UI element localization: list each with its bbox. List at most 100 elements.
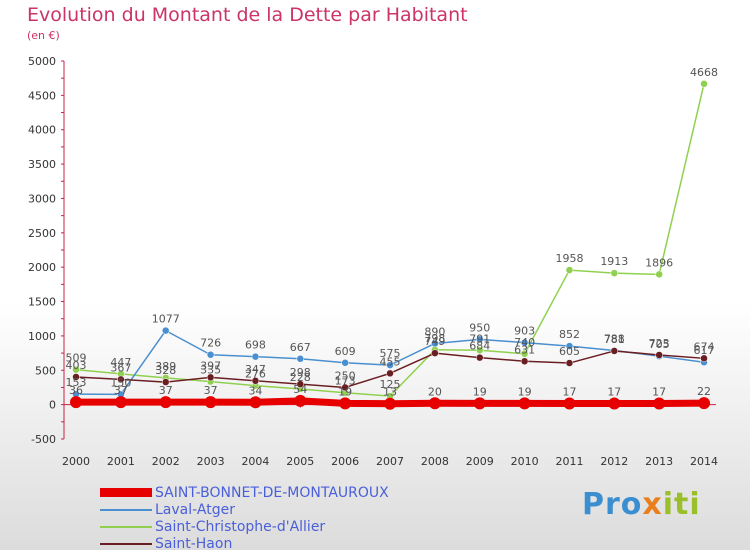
data-point <box>565 342 574 350</box>
data-label: 328 <box>155 364 176 377</box>
data-point <box>475 346 484 355</box>
data-label: 667 <box>290 341 311 354</box>
x-tick-label: 2000 <box>62 455 90 468</box>
data-point <box>386 361 394 369</box>
data-point <box>72 373 80 381</box>
data-label: 389 <box>155 360 176 373</box>
data-label: 250 <box>335 369 356 382</box>
data-point <box>386 369 394 378</box>
y-tick-label: 0 <box>49 399 56 412</box>
data-label: 22 <box>697 385 711 398</box>
line-chart: -500 0 500 1000 1500 2000 2500 3000 3500 4000 4500… <box>28 55 718 468</box>
chart-subtitle: (en €) <box>27 29 60 42</box>
data-label: 1913 <box>600 255 628 268</box>
data-label: 609 <box>335 345 356 358</box>
data-label: 684 <box>469 340 490 353</box>
data-label: 34 <box>248 384 262 397</box>
data-point <box>117 375 125 384</box>
data-point <box>431 339 439 348</box>
data-point <box>698 397 711 410</box>
x-tick-label: 2010 <box>511 455 539 468</box>
x-tick-label: 2014 <box>690 455 718 468</box>
x-tick-label: 2006 <box>331 455 359 468</box>
data-label: 54 <box>293 383 307 396</box>
data-label: 605 <box>559 345 580 358</box>
data-label: 791 <box>469 332 490 345</box>
data-label: 1896 <box>645 256 673 269</box>
data-point <box>520 338 529 347</box>
data-label: 726 <box>200 337 221 350</box>
data-label: 788 <box>604 332 625 345</box>
data-label: 631 <box>514 343 535 356</box>
x-tick-label: 2013 <box>645 455 673 468</box>
chart-title: Evolution du Montant de la Dette par Hab… <box>27 4 468 26</box>
data-point <box>114 396 127 409</box>
data-point <box>206 350 215 359</box>
legend-swatch <box>100 542 152 545</box>
data-point <box>655 351 663 359</box>
data-label: 36 <box>69 384 83 397</box>
data-point <box>206 373 215 382</box>
data-point <box>251 377 260 385</box>
data-label: 950 <box>469 321 490 334</box>
x-tick-label: 2007 <box>376 455 404 468</box>
data-label: 125 <box>380 378 401 391</box>
y-tick-label: 3500 <box>28 158 56 171</box>
data-point <box>384 397 397 410</box>
y-tick-label: -500 <box>31 433 56 446</box>
y-tick-label: 1500 <box>28 296 56 309</box>
data-label: 228 <box>290 371 311 384</box>
data-label: 17 <box>607 385 621 398</box>
data-point <box>251 352 260 361</box>
data-label: 455 <box>380 355 401 368</box>
x-tick-label: 2004 <box>241 455 269 468</box>
data-label: 17 <box>562 385 576 398</box>
data-label: 705 <box>649 338 670 351</box>
y-tick-label: 2000 <box>28 261 56 274</box>
data-point <box>475 335 484 344</box>
data-label: 798 <box>424 332 445 345</box>
x-tick-label: 2001 <box>107 455 135 468</box>
y-tick-label: 4500 <box>28 89 56 102</box>
legend-swatch <box>100 525 152 528</box>
data-label: 903 <box>514 325 535 338</box>
legend: SAINT-BONNET-DE-MONTAUROUX Laval-Atger S… <box>100 484 389 552</box>
data-point <box>204 396 217 409</box>
data-point <box>159 396 172 409</box>
data-point <box>655 270 663 279</box>
data-label: 740 <box>514 336 535 349</box>
data-label: 17 <box>652 385 666 398</box>
data-label: 37 <box>204 384 218 397</box>
data-point <box>341 383 349 392</box>
data-point <box>700 80 708 88</box>
data-label: 890 <box>424 325 445 338</box>
data-point <box>610 269 619 277</box>
data-label: 1958 <box>555 252 583 265</box>
data-label: 723 <box>649 337 670 350</box>
data-label: 276 <box>245 368 266 381</box>
data-label: 19 <box>338 385 352 398</box>
data-label: 150 <box>110 376 131 389</box>
data-label: 781 <box>604 333 625 346</box>
data-point <box>653 397 666 410</box>
data-label: 347 <box>245 363 266 376</box>
data-point <box>339 397 352 410</box>
data-point <box>294 394 307 407</box>
data-point <box>431 349 439 357</box>
data-label: 13 <box>383 386 397 399</box>
data-label: 447 <box>110 356 131 369</box>
data-label: 674 <box>694 340 715 353</box>
data-label: 20 <box>428 385 442 398</box>
data-point <box>72 365 80 374</box>
x-tick-label: 2012 <box>600 455 628 468</box>
data-point <box>610 347 619 355</box>
data-label: 19 <box>518 385 532 398</box>
data-label: 37 <box>114 384 128 397</box>
legend-item: Saint-Haon <box>100 535 389 552</box>
data-point <box>70 396 82 409</box>
legend-item: Saint-Christophe-d'Allier <box>100 518 389 535</box>
data-label: 37 <box>159 384 173 397</box>
data-point <box>341 359 349 367</box>
data-point <box>249 396 262 409</box>
y-tick-label: 2500 <box>28 227 56 240</box>
